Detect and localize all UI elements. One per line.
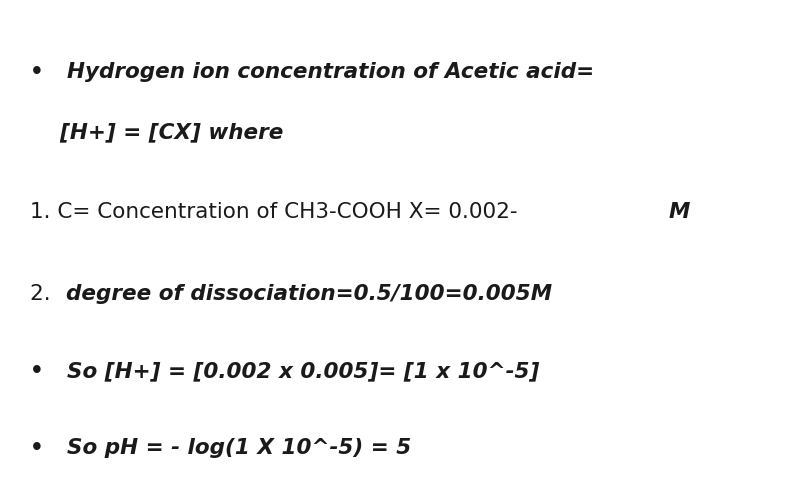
Text: M: M: [668, 202, 690, 222]
Text: [H+] = [CX] where: [H+] = [CX] where: [30, 122, 284, 142]
Text: degree of dissociation=0.5/100=0.005M: degree of dissociation=0.5/100=0.005M: [66, 284, 552, 304]
Text: 1. C= Concentration of CH3-COOH X= 0.002-: 1. C= Concentration of CH3-COOH X= 0.002…: [30, 202, 525, 222]
Text: •: •: [30, 62, 59, 82]
Text: Hydrogen ion concentration of Acetic acid=: Hydrogen ion concentration of Acetic aci…: [67, 62, 594, 82]
Text: So [H+] = [0.002 x 0.005]= [1 x 10^-5]: So [H+] = [0.002 x 0.005]= [1 x 10^-5]: [67, 361, 540, 381]
Text: •: •: [30, 361, 59, 381]
Text: So pH = - log(1 X 10^-5) = 5: So pH = - log(1 X 10^-5) = 5: [67, 438, 412, 458]
Text: •: •: [30, 438, 59, 458]
Text: 2.: 2.: [30, 284, 58, 304]
